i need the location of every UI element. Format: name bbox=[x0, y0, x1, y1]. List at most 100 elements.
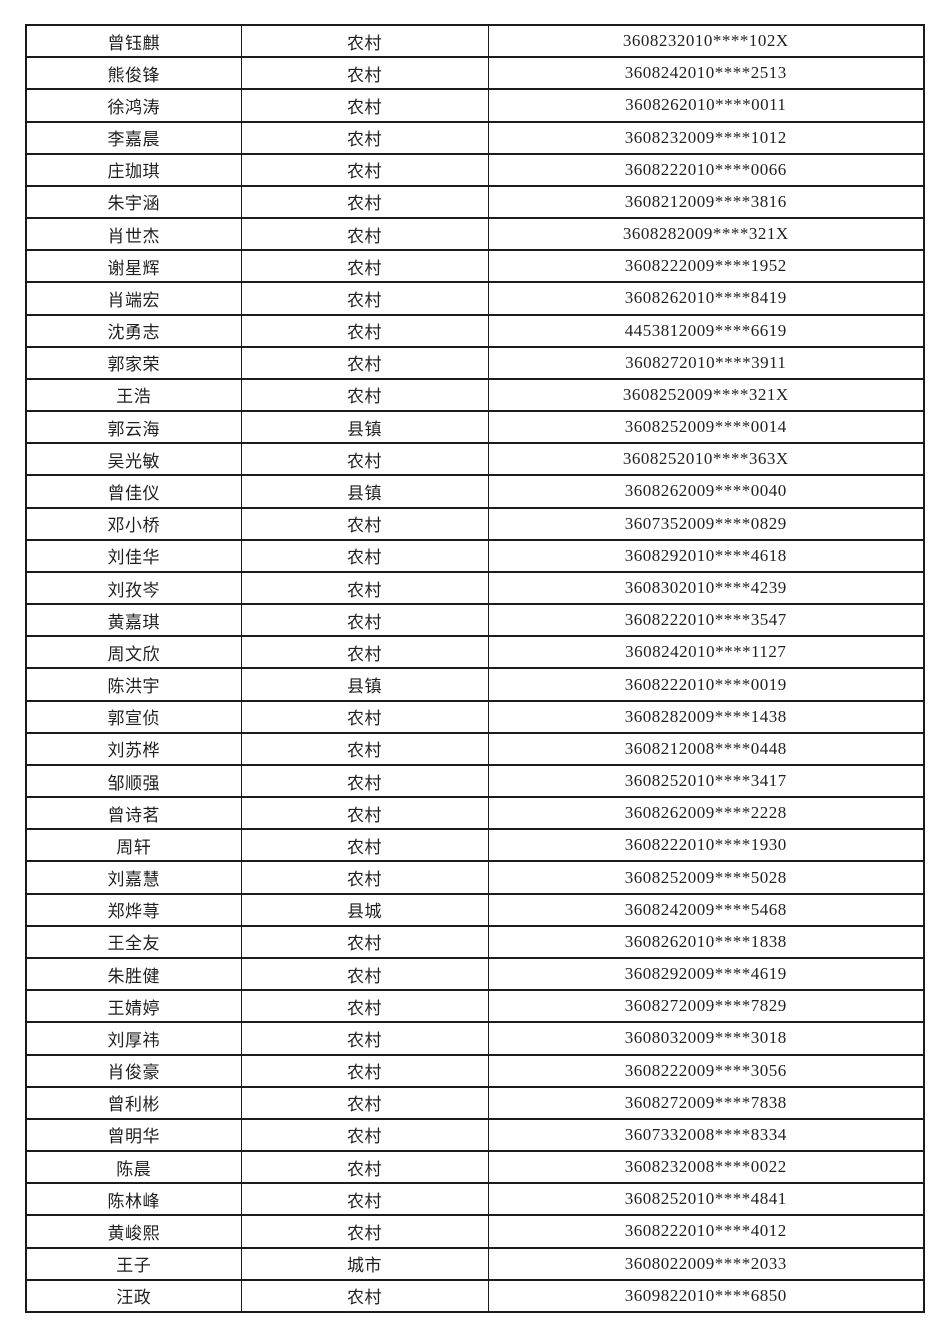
table-row: 刘嘉慧 农村 3608252009****5028 bbox=[25, 860, 925, 895]
id-number-cell: 3608222010****3547 bbox=[487, 603, 925, 638]
student-name-cell: 刘厚祎 bbox=[25, 1021, 242, 1056]
id-number-cell: 3608272010****3911 bbox=[487, 345, 925, 380]
table-row: 陈林峰 农村 3608252010****4841 bbox=[25, 1182, 925, 1217]
student-name-cell: 郑烨荨 bbox=[25, 892, 242, 927]
table-row: 肖俊豪 农村 3608222009****3056 bbox=[25, 1053, 925, 1088]
student-name-cell: 曾钰麒 bbox=[25, 23, 242, 59]
student-name-cell: 朱宇涵 bbox=[25, 184, 242, 220]
student-name-cell: 李嘉晨 bbox=[25, 120, 242, 155]
student-name-cell: 熊俊锋 bbox=[25, 56, 242, 91]
id-number-cell: 3608022009****2033 bbox=[487, 1246, 925, 1281]
table-row: 周轩 农村 3608222010****1930 bbox=[25, 828, 925, 863]
id-number-cell: 3609822010****6850 bbox=[487, 1278, 925, 1314]
table-row: 邹顺强 农村 3608252010****3417 bbox=[25, 763, 925, 799]
table-body: 曾钰麒 农村 3608232010****102X 熊俊锋 农村 3608242… bbox=[25, 23, 925, 1314]
id-number-cell: 3608242010****1127 bbox=[487, 635, 925, 670]
residence-type-cell: 农村 bbox=[240, 184, 489, 220]
residence-type-cell: 农村 bbox=[240, 603, 489, 638]
student-name-cell: 王浩 bbox=[25, 377, 242, 413]
id-number-cell: 3608292009****4619 bbox=[487, 956, 925, 992]
student-name-cell: 刘嘉慧 bbox=[25, 860, 242, 895]
table-row: 李嘉晨 农村 3608232009****1012 bbox=[25, 120, 925, 155]
student-name-cell: 朱胜健 bbox=[25, 956, 242, 992]
residence-type-cell: 农村 bbox=[240, 152, 489, 187]
id-number-cell: 4453812009****6619 bbox=[487, 313, 925, 348]
id-number-cell: 3608252009****5028 bbox=[487, 860, 925, 895]
id-number-cell: 3608282009****1438 bbox=[487, 699, 925, 734]
residence-type-cell: 农村 bbox=[240, 1021, 489, 1056]
table-row: 朱胜健 农村 3608292009****4619 bbox=[25, 956, 925, 992]
residence-type-cell: 农村 bbox=[240, 377, 489, 413]
id-number-cell: 3608242009****5468 bbox=[487, 892, 925, 927]
id-number-cell: 3608272009****7838 bbox=[487, 1085, 925, 1120]
id-number-cell: 3608222010****0019 bbox=[487, 667, 925, 702]
student-name-cell: 王婧婷 bbox=[25, 989, 242, 1024]
student-name-cell: 谢星辉 bbox=[25, 249, 242, 284]
id-number-cell: 3608262010****0011 bbox=[487, 88, 925, 123]
table-row: 黄嘉琪 农村 3608222010****3547 bbox=[25, 603, 925, 638]
residence-type-cell: 县镇 bbox=[240, 410, 489, 445]
id-number-cell: 3608032009****3018 bbox=[487, 1021, 925, 1056]
student-name-cell: 王全友 bbox=[25, 924, 242, 959]
table-row: 庄珈琪 农村 3608222010****0066 bbox=[25, 152, 925, 187]
table-row: 邓小桥 农村 3607352009****0829 bbox=[25, 506, 925, 541]
table-row: 肖端宏 农村 3608262010****8419 bbox=[25, 281, 925, 316]
residence-type-cell: 农村 bbox=[240, 1117, 489, 1153]
student-name-cell: 徐鸿涛 bbox=[25, 88, 242, 123]
table-row: 曾佳仪 县镇 3608262009****0040 bbox=[25, 474, 925, 509]
id-number-cell: 3608282009****321X bbox=[487, 217, 925, 252]
table-row: 王婧婷 农村 3608272009****7829 bbox=[25, 989, 925, 1024]
table-row: 朱宇涵 农村 3608212009****3816 bbox=[25, 184, 925, 220]
student-name-cell: 曾明华 bbox=[25, 1117, 242, 1153]
residence-type-cell: 农村 bbox=[240, 281, 489, 316]
residence-type-cell: 农村 bbox=[240, 442, 489, 477]
table-row: 汪政 农村 3609822010****6850 bbox=[25, 1278, 925, 1314]
residence-type-cell: 农村 bbox=[240, 570, 489, 606]
table-row: 肖世杰 农村 3608282009****321X bbox=[25, 217, 925, 252]
id-number-cell: 3608222009****3056 bbox=[487, 1053, 925, 1088]
residence-type-cell: 农村 bbox=[240, 860, 489, 895]
id-number-cell: 3608292010****4618 bbox=[487, 538, 925, 573]
table-row: 曾诗茗 农村 3608262009****2228 bbox=[25, 796, 925, 831]
student-name-cell: 周轩 bbox=[25, 828, 242, 863]
student-name-cell: 曾佳仪 bbox=[25, 474, 242, 509]
student-name-cell: 邓小桥 bbox=[25, 506, 242, 541]
residence-type-cell: 县镇 bbox=[240, 667, 489, 702]
student-name-cell: 郭宣侦 bbox=[25, 699, 242, 734]
residence-type-cell: 农村 bbox=[240, 1150, 489, 1185]
id-number-cell: 3607352009****0829 bbox=[487, 506, 925, 541]
student-name-cell: 吴光敏 bbox=[25, 442, 242, 477]
student-name-cell: 肖世杰 bbox=[25, 217, 242, 252]
table-row: 王全友 农村 3608262010****1838 bbox=[25, 924, 925, 959]
id-number-cell: 3608262010****8419 bbox=[487, 281, 925, 316]
student-roster-table: 曾钰麒 农村 3608232010****102X 熊俊锋 农村 3608242… bbox=[25, 23, 925, 1314]
residence-type-cell: 农村 bbox=[240, 56, 489, 91]
student-name-cell: 汪政 bbox=[25, 1278, 242, 1314]
table-row: 谢星辉 农村 3608222009****1952 bbox=[25, 249, 925, 284]
id-number-cell: 3608252010****4841 bbox=[487, 1182, 925, 1217]
table-row: 吴光敏 农村 3608252010****363X bbox=[25, 442, 925, 477]
table-row: 郭宣侦 农村 3608282009****1438 bbox=[25, 699, 925, 734]
id-number-cell: 3608222009****1952 bbox=[487, 249, 925, 284]
table-row: 刘孜岑 农村 3608302010****4239 bbox=[25, 570, 925, 606]
residence-type-cell: 农村 bbox=[240, 699, 489, 734]
residence-type-cell: 县镇 bbox=[240, 474, 489, 509]
table-row: 黄峻熙 农村 3608222010****4012 bbox=[25, 1214, 925, 1249]
id-number-cell: 3608252010****363X bbox=[487, 442, 925, 477]
id-number-cell: 3608222010****4012 bbox=[487, 1214, 925, 1249]
residence-type-cell: 农村 bbox=[240, 1053, 489, 1088]
residence-type-cell: 农村 bbox=[240, 313, 489, 348]
residence-type-cell: 城市 bbox=[240, 1246, 489, 1281]
table-row: 郭云海 县镇 3608252009****0014 bbox=[25, 410, 925, 445]
table-row: 沈勇志 农村 4453812009****6619 bbox=[25, 313, 925, 348]
table-row: 刘佳华 农村 3608292010****4618 bbox=[25, 538, 925, 573]
table-row: 郭家荣 农村 3608272010****3911 bbox=[25, 345, 925, 380]
student-name-cell: 黄峻熙 bbox=[25, 1214, 242, 1249]
id-number-cell: 3608222010****1930 bbox=[487, 828, 925, 863]
student-roster-table-container: 曾钰麒 农村 3608232010****102X 熊俊锋 农村 3608242… bbox=[25, 23, 925, 1314]
student-name-cell: 肖端宏 bbox=[25, 281, 242, 316]
student-name-cell: 刘佳华 bbox=[25, 538, 242, 573]
student-name-cell: 曾诗茗 bbox=[25, 796, 242, 831]
student-name-cell: 曾利彬 bbox=[25, 1085, 242, 1120]
residence-type-cell: 农村 bbox=[240, 23, 489, 59]
